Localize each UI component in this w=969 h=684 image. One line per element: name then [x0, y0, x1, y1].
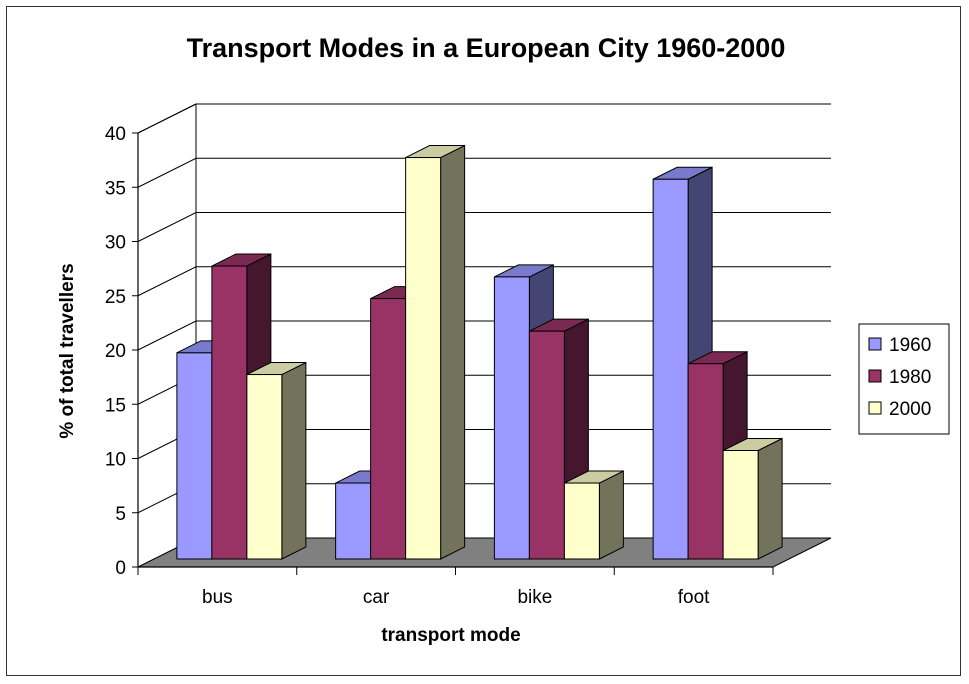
bar-front [528, 330, 565, 560]
bar-side [281, 361, 307, 560]
y-tick-label: 40 [105, 124, 126, 145]
bars [176, 144, 783, 560]
bar-front [370, 298, 407, 560]
bar-front [211, 265, 248, 560]
y-tick-label: 0 [115, 558, 126, 579]
y-axis-ticks: 0 5 10 15 20 25 30 35 40 [105, 124, 138, 579]
x-axis-label: transport mode [381, 625, 520, 646]
y-tick-label: 30 [105, 233, 126, 254]
bar-front [246, 374, 283, 560]
bar-front [687, 363, 724, 560]
bar-front [563, 482, 600, 560]
chart-frame: Transport Modes in a European City 1960-… [6, 6, 961, 676]
x-tick-label: bus [202, 587, 233, 608]
y-tick-label: 20 [105, 341, 126, 362]
bar-front [405, 157, 442, 560]
legend-label: 1960 [889, 335, 931, 356]
bar-front [335, 482, 372, 560]
legend-label: 2000 [889, 399, 931, 420]
bar-side [757, 437, 783, 560]
gridline [137, 212, 831, 242]
legend-label: 1980 [889, 367, 931, 388]
x-tick-label: foot [678, 587, 710, 608]
y-axis-label: % of total travellers [57, 263, 78, 438]
x-tick-label: bike [517, 587, 552, 608]
y-tick-label: 5 [115, 504, 126, 525]
bar-side [598, 470, 624, 560]
chart-title: Transport Modes in a European City 1960-… [187, 33, 786, 63]
bar-front [722, 450, 759, 560]
legend: 1960 1980 2000 [858, 323, 950, 435]
bar-front [176, 352, 213, 560]
bar-bus-2000 [246, 361, 307, 560]
y-tick-label: 25 [105, 287, 126, 308]
bar-front [652, 178, 689, 560]
y-tick-label: 10 [105, 450, 126, 471]
bar-front [493, 276, 530, 560]
gridline [137, 266, 831, 297]
x-axis-ticks: bus car bike foot [137, 567, 774, 608]
bar-foot-2000 [722, 437, 783, 560]
gridline [137, 157, 831, 188]
bar-bike-2000 [563, 470, 624, 560]
x-tick-label: car [363, 587, 390, 608]
gridline [137, 103, 831, 134]
bar-car-2000 [405, 144, 466, 560]
legend-swatch [868, 369, 882, 383]
gridline [137, 320, 831, 351]
y-tick-label: 35 [105, 178, 126, 199]
legend-swatch [868, 337, 882, 351]
legend-swatch [868, 401, 882, 415]
y-tick-label: 15 [105, 395, 126, 416]
bar-side [440, 144, 466, 560]
gridlines [137, 103, 831, 514]
bar-chart: Transport Modes in a European City 1960-… [57, 33, 950, 646]
